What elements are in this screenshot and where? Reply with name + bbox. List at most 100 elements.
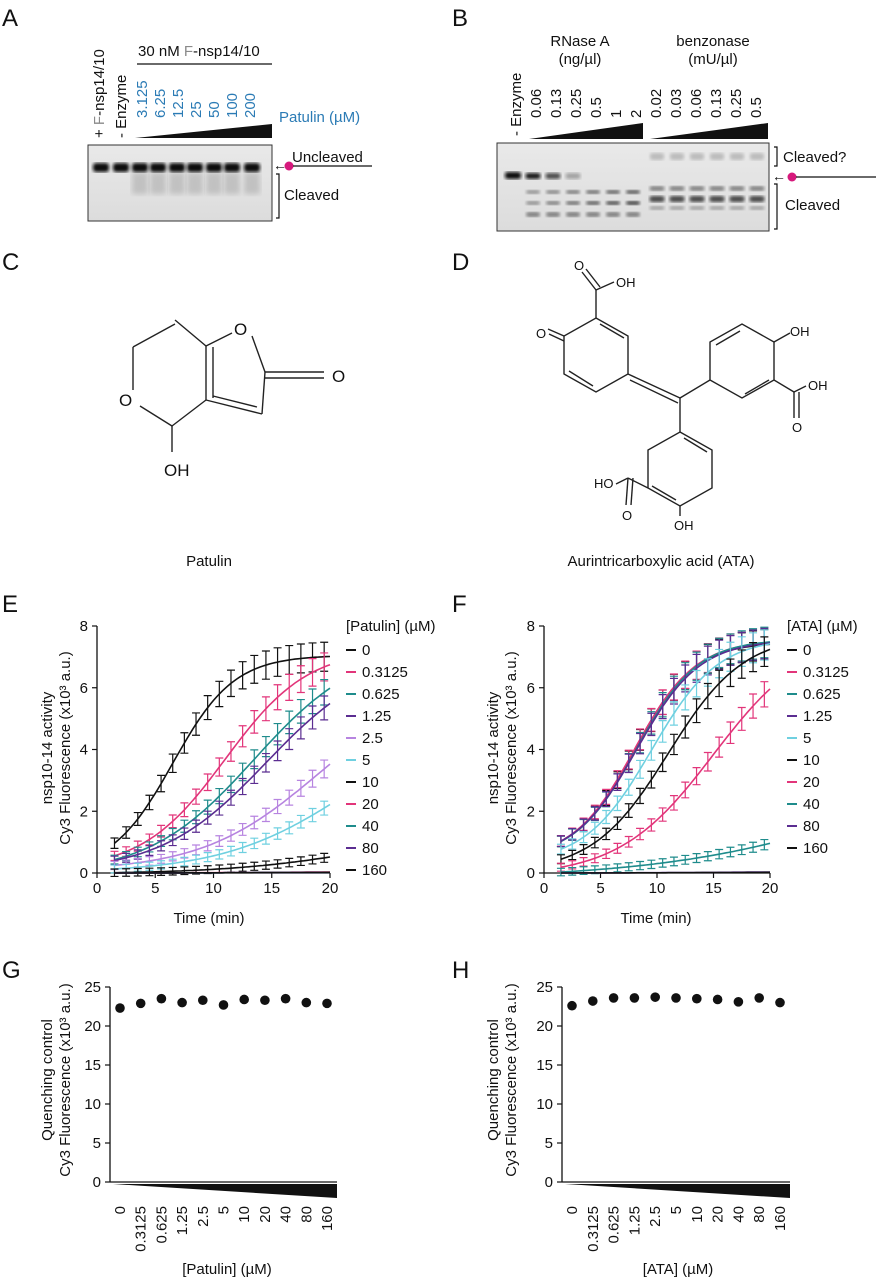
gel-b-band — [586, 190, 600, 194]
x-tick-label: 10 — [205, 880, 222, 897]
error-bar — [737, 706, 746, 731]
error-bar — [226, 845, 235, 857]
series-line — [560, 842, 771, 873]
gel-b-band — [626, 190, 640, 194]
error-bar — [215, 835, 224, 847]
error-bar — [238, 822, 247, 836]
error-bar — [261, 696, 270, 722]
error-bar — [250, 815, 259, 830]
gel-b-band — [526, 201, 540, 205]
y-tick-label: 2 — [527, 803, 535, 820]
data-point — [177, 997, 187, 1008]
error-bar — [168, 814, 177, 829]
error-bar — [250, 861, 259, 871]
e-xlabel: Time (min) — [173, 910, 244, 927]
error-bar — [636, 827, 645, 841]
gel-b-band — [749, 196, 765, 202]
error-bar — [636, 732, 645, 755]
error-bar — [296, 779, 305, 797]
series-10 — [556, 636, 771, 865]
x-tick-label: 5 — [216, 1206, 233, 1214]
gel-b-band — [709, 186, 725, 191]
series-line — [560, 642, 771, 842]
error-bar — [273, 647, 282, 677]
legend-entry: 20 — [346, 796, 379, 813]
error-bar — [168, 834, 177, 847]
error-bar — [726, 658, 735, 688]
panel-e: E nsp10-14 activity Cy3 Fluorescence (x1… — [2, 591, 436, 927]
error-bar — [692, 698, 701, 724]
panel-label-b: B — [452, 5, 468, 32]
legend-label: 40 — [362, 818, 379, 835]
error-bar — [556, 843, 565, 855]
gel-b-band — [689, 186, 705, 191]
error-bar — [145, 867, 154, 877]
error-bar — [308, 705, 317, 730]
error-bar — [273, 859, 282, 869]
error-bar — [261, 860, 270, 870]
data-point — [775, 997, 785, 1008]
gel-b-band — [566, 201, 580, 205]
uncleaved-band — [187, 163, 203, 172]
legend-label: 5 — [803, 730, 811, 747]
gel-b-band — [709, 196, 725, 202]
panel-h: H Quenching control Cy3 Fluorescence (x1… — [452, 957, 790, 1278]
uncleaved-band — [206, 163, 222, 172]
series-line — [113, 655, 331, 844]
error-bar — [647, 739, 656, 761]
data-point — [588, 996, 598, 1006]
legend-entry: 5 — [346, 752, 370, 769]
series-line — [114, 803, 331, 870]
error-bar — [647, 770, 656, 789]
error-bar — [261, 752, 270, 773]
gel-b-band — [565, 173, 581, 179]
benzonase-title: benzonase — [676, 33, 749, 50]
error-bar — [261, 807, 270, 823]
x-tick-label: 160 — [772, 1206, 789, 1231]
error-bar — [613, 795, 622, 812]
gel-b-band — [650, 153, 664, 160]
error-bar — [602, 791, 611, 808]
error-bar — [180, 856, 189, 867]
concentration-wedge — [565, 1184, 790, 1198]
series-line — [114, 702, 331, 862]
data-point — [608, 993, 619, 1003]
legend-entry: 10 — [346, 774, 379, 791]
gel-b-band — [729, 206, 745, 210]
cleaved-label-b: Cleaved — [785, 197, 840, 214]
data-point — [322, 998, 332, 1009]
error-bar — [590, 853, 599, 864]
gel-b-band — [546, 201, 560, 205]
ata-cooh2-oh: OH — [808, 378, 828, 393]
data-point — [280, 993, 291, 1004]
legend-entry: 5 — [787, 730, 811, 747]
series-line — [560, 648, 771, 860]
legend-entry: 160 — [787, 840, 828, 857]
error-bar — [192, 788, 201, 805]
y-tick-label: 15 — [536, 1057, 553, 1074]
y-tick-label: 15 — [84, 1057, 101, 1074]
patulin-conc-label: 3.125 — [134, 80, 151, 118]
panel-label-a: A — [2, 5, 18, 32]
series-160 — [114, 871, 330, 874]
benzonase-conc-label: 0.5 — [748, 97, 765, 118]
error-bar — [110, 868, 119, 878]
data-point — [260, 995, 270, 1006]
legend-label: 0.625 — [803, 686, 841, 703]
rnase-conc-label: 2 — [628, 110, 645, 118]
rnase-conc-label: 0.5 — [588, 97, 605, 118]
cleaved-bracket-b — [774, 183, 778, 230]
error-bar — [296, 716, 305, 740]
error-bar — [579, 831, 588, 844]
f-ylabel-1: nsp10-14 activity — [485, 691, 502, 804]
error-bar — [568, 849, 577, 861]
substrate-dot-b — [787, 172, 797, 182]
cleaved-label-a: Cleaved — [284, 187, 339, 204]
error-bar — [669, 733, 678, 756]
error-bar — [692, 767, 701, 786]
panel-label-c: C — [2, 249, 19, 276]
error-bar — [320, 852, 329, 863]
error-bar — [296, 814, 305, 829]
legend-entry: 2.5 — [346, 730, 383, 747]
gel-b-band — [606, 212, 620, 217]
